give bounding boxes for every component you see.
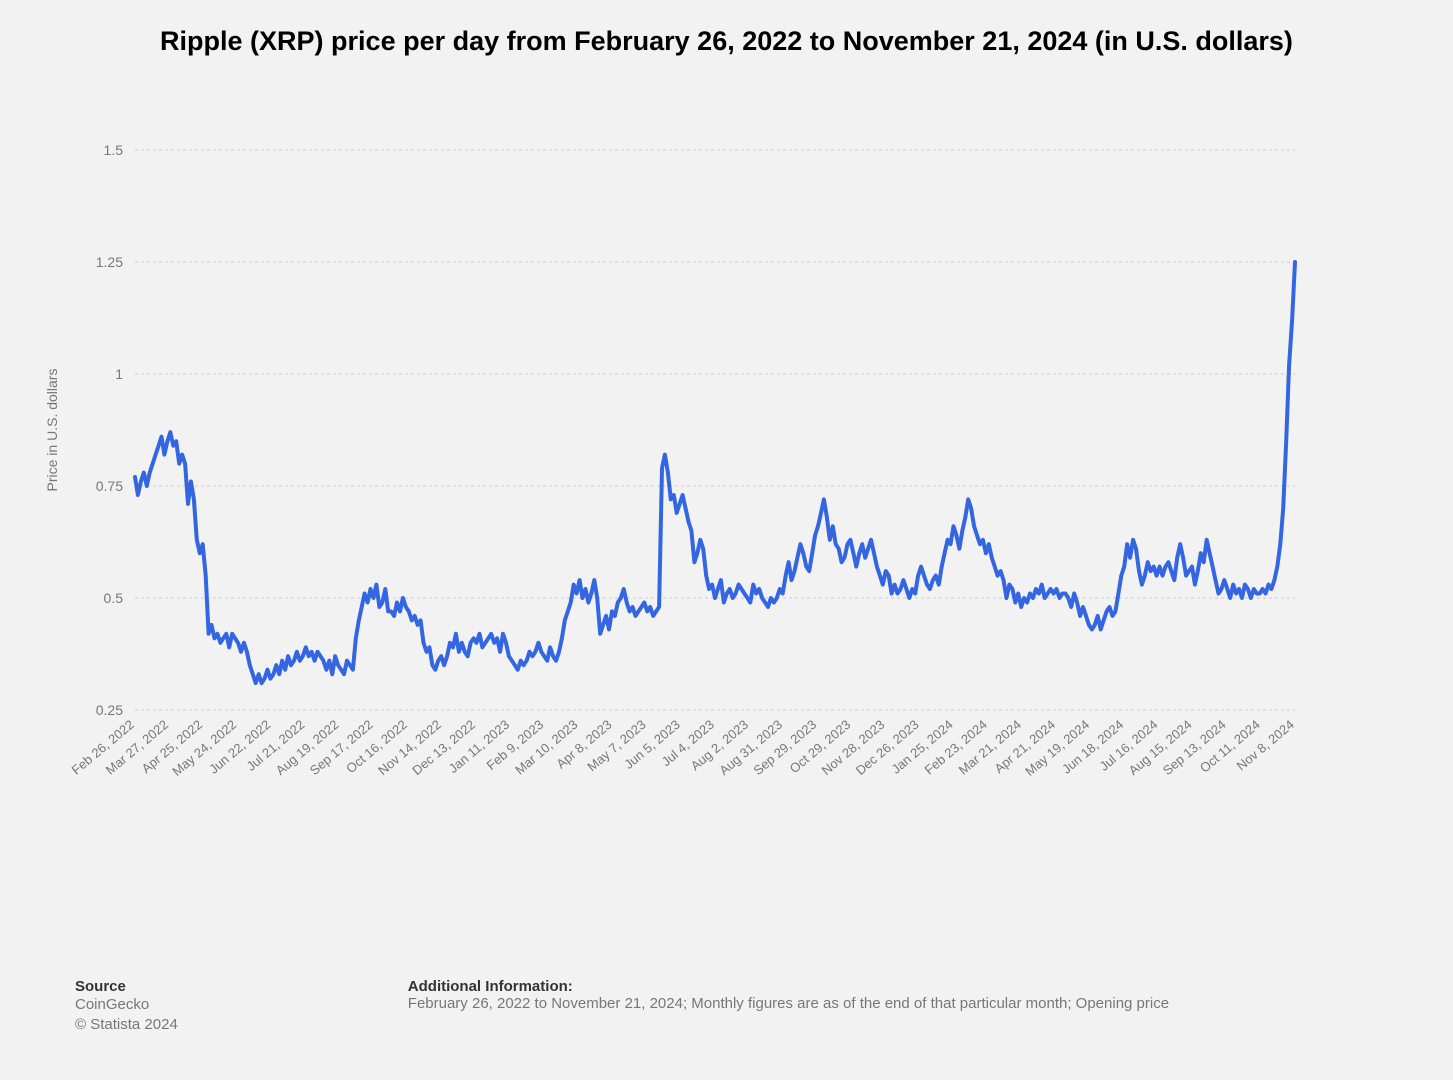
chart-footer: Source CoinGecko © Statista 2024 Additio… — [75, 978, 1413, 1036]
chart-plot-area: 0.25 0.5 0.75 1 1.25 1.5 Price in U.S. dollars… — [0, 120, 1453, 915]
svg-text:1.25: 1.25 — [96, 254, 123, 270]
svg-text:0.75: 0.75 — [96, 478, 123, 494]
chart-title: Ripple (XRP) price per day from February… — [0, 25, 1453, 59]
svg-text:Price in U.S. dollars: Price in U.S. dollars — [44, 369, 60, 492]
svg-text:0.25: 0.25 — [96, 702, 123, 718]
svg-text:1: 1 — [115, 366, 123, 382]
svg-text:1.5: 1.5 — [104, 142, 124, 158]
additional-info-text: February 26, 2022 to November 21, 2024; … — [408, 995, 1169, 1012]
line-chart-svg: 0.25 0.5 0.75 1 1.25 1.5 Price in U.S. dollars… — [0, 120, 1453, 910]
source-label: Source — [75, 978, 178, 995]
svg-text:0.5: 0.5 — [104, 590, 124, 606]
additional-info-label: Additional Information: — [408, 978, 1169, 995]
source-block: Source CoinGecko © Statista 2024 — [75, 978, 178, 1036]
source-text: CoinGecko © Statista 2024 — [75, 995, 178, 1036]
additional-info-block: Additional Information: February 26, 202… — [408, 978, 1169, 1036]
chart-container: Ripple (XRP) price per day from February… — [0, 0, 1453, 1080]
